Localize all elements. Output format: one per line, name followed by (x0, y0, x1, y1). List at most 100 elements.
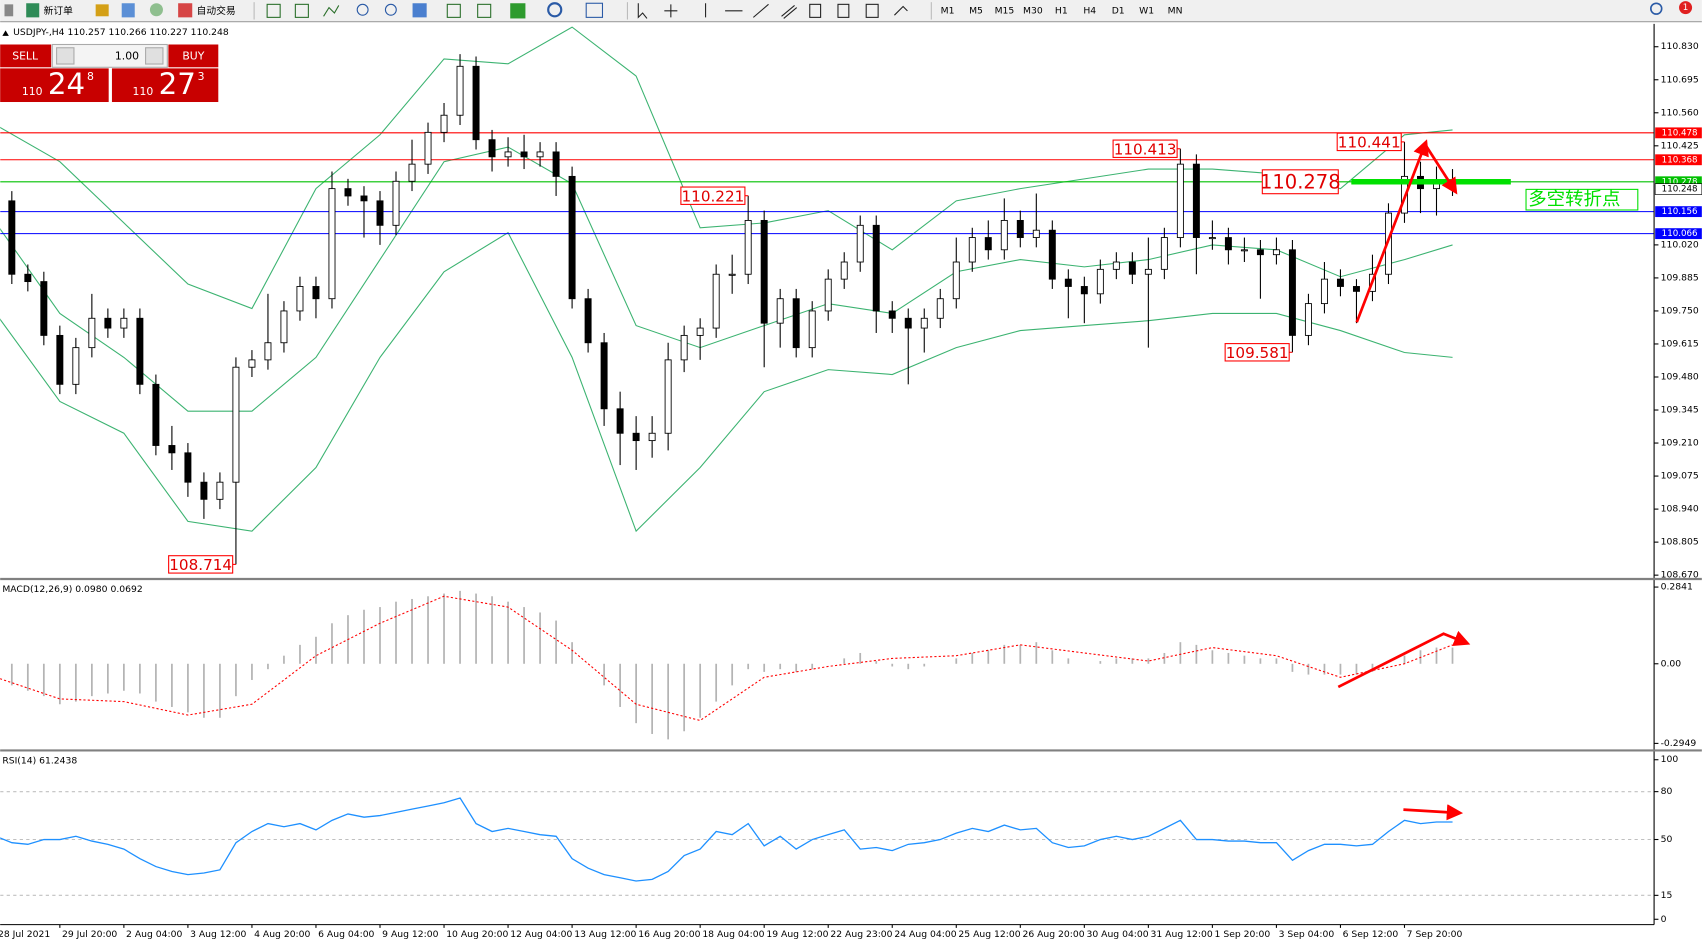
templates-button[interactable] (585, 2, 604, 18)
y-tick-label: 108.670 (1661, 570, 1699, 581)
zoom-out[interactable] (384, 3, 397, 16)
candle-body (1240, 249, 1248, 252)
y-tick-label: 108.940 (1661, 504, 1699, 515)
candle-body (760, 219, 768, 324)
y-tick-label: 110.830 (1661, 41, 1699, 52)
text-tool[interactable] (837, 3, 850, 18)
x-tick-label: 13 Aug 12:00 (574, 929, 636, 940)
price-label: 109.581 (1226, 344, 1289, 362)
level-tag (1655, 206, 1702, 218)
y-tick-label: 110.425 (1661, 140, 1699, 151)
candle-body (1048, 229, 1056, 280)
x-tick-label: 7 Sep 20:00 (1407, 929, 1463, 940)
candle-body (504, 151, 512, 158)
bid-small: 8 (87, 70, 94, 83)
candle-body (360, 195, 368, 202)
ask-big: 110 (133, 85, 154, 98)
x-tick-label: 1 Sep 20:00 (1215, 929, 1271, 940)
crosshair-tool[interactable] (664, 4, 678, 18)
lots-down[interactable] (56, 47, 75, 65)
buy-button[interactable] (168, 44, 219, 68)
candle-body (1080, 286, 1088, 295)
icon[interactable] (95, 4, 109, 17)
x-tick-label: 3 Aug 12:00 (190, 929, 246, 940)
candle-body (792, 298, 800, 349)
ask-box[interactable] (111, 68, 219, 103)
candle-body (664, 359, 672, 434)
candle-body (696, 327, 704, 336)
label-tool[interactable] (865, 3, 879, 18)
symbol-marker (2, 30, 9, 36)
candle-body (952, 261, 960, 300)
timeframe-button[interactable]: W1 (1139, 5, 1154, 16)
sell-button[interactable] (0, 44, 52, 68)
lots-value: 1.00 (115, 49, 139, 62)
periods-button[interactable] (547, 2, 563, 18)
x-tick-label: 25 Aug 12:00 (958, 929, 1020, 940)
candle-body (632, 432, 640, 442)
fibo-tool[interactable] (809, 3, 822, 18)
candle-body (312, 286, 320, 300)
candle-body (1288, 249, 1296, 336)
candle-body (1144, 268, 1152, 275)
auto-trading-icon[interactable] (178, 3, 193, 18)
bollinger-middle (0, 146, 1453, 412)
bid-box[interactable] (0, 68, 109, 103)
timeframe-button[interactable]: M5 (969, 5, 983, 16)
y-tick-label: 0.00 (1661, 658, 1682, 669)
candle-body (280, 310, 288, 344)
shift-button[interactable] (477, 3, 492, 18)
candle-body (872, 224, 880, 312)
candle-body (680, 334, 688, 361)
channel-tool[interactable] (781, 5, 798, 19)
scroll-button[interactable] (446, 3, 461, 18)
timeframe-button[interactable]: D1 (1112, 5, 1125, 16)
candle-body (1208, 237, 1216, 240)
new-order-button[interactable]: 新订单 (44, 4, 73, 17)
candle-body (552, 151, 560, 177)
candle-body (120, 317, 128, 329)
bar-chart-button[interactable] (266, 3, 281, 18)
timeframe-button[interactable]: M30 (1023, 5, 1043, 16)
candle-button[interactable] (294, 3, 309, 18)
candle-body (808, 310, 816, 349)
cursor-tool[interactable] (637, 3, 648, 19)
timeframe-button[interactable]: MN (1168, 5, 1183, 16)
candle-body (1160, 237, 1168, 270)
timeframe-button[interactable]: H1 (1055, 5, 1068, 16)
drawn-arrows (1337, 139, 1471, 821)
lots-field[interactable] (51, 43, 168, 68)
candle-body (72, 347, 80, 385)
new-order-icon[interactable] (26, 3, 40, 18)
timeframe-button[interactable]: H4 (1083, 5, 1096, 16)
candle-body (456, 65, 464, 116)
y-tick-label: 50 (1661, 834, 1673, 845)
arrows-tool[interactable] (894, 5, 908, 16)
line-button[interactable] (323, 5, 340, 17)
candle-body (200, 481, 208, 500)
tile-button[interactable] (412, 3, 427, 18)
candle-body (568, 175, 576, 300)
timeframe-button[interactable]: M1 (941, 5, 955, 16)
x-tick-label: 3 Sep 04:00 (1279, 929, 1335, 940)
icon[interactable] (149, 3, 163, 17)
zoom-in[interactable] (356, 3, 369, 16)
notification-badge[interactable] (1679, 1, 1693, 15)
icon[interactable] (121, 3, 135, 18)
icon[interactable] (4, 4, 14, 17)
price-label: 110.221 (681, 187, 744, 205)
indicators-button[interactable] (510, 3, 526, 19)
chart-area: 110.413 110.221 108.714 109.581 110.441 110.2… (0, 23, 1702, 940)
x-tick-label: 12 Aug 04:00 (510, 929, 572, 940)
auto-trading-button[interactable]: 自动交易 (197, 4, 236, 17)
search-button[interactable] (1650, 2, 1663, 15)
candle-body (584, 298, 592, 344)
toolbar: 新订单 自动交易 M1 M5 M15 M30 H1 H4 D1 W1 MN 1 (0, 0, 1702, 23)
trendline-tool[interactable] (752, 3, 769, 18)
y-tick-label: 80 (1661, 786, 1673, 797)
lots-up[interactable] (145, 47, 164, 65)
timeframe-button[interactable]: M15 (995, 5, 1015, 16)
candle-body (1272, 249, 1280, 256)
x-tick-label: 2 Aug 04:00 (126, 929, 182, 940)
